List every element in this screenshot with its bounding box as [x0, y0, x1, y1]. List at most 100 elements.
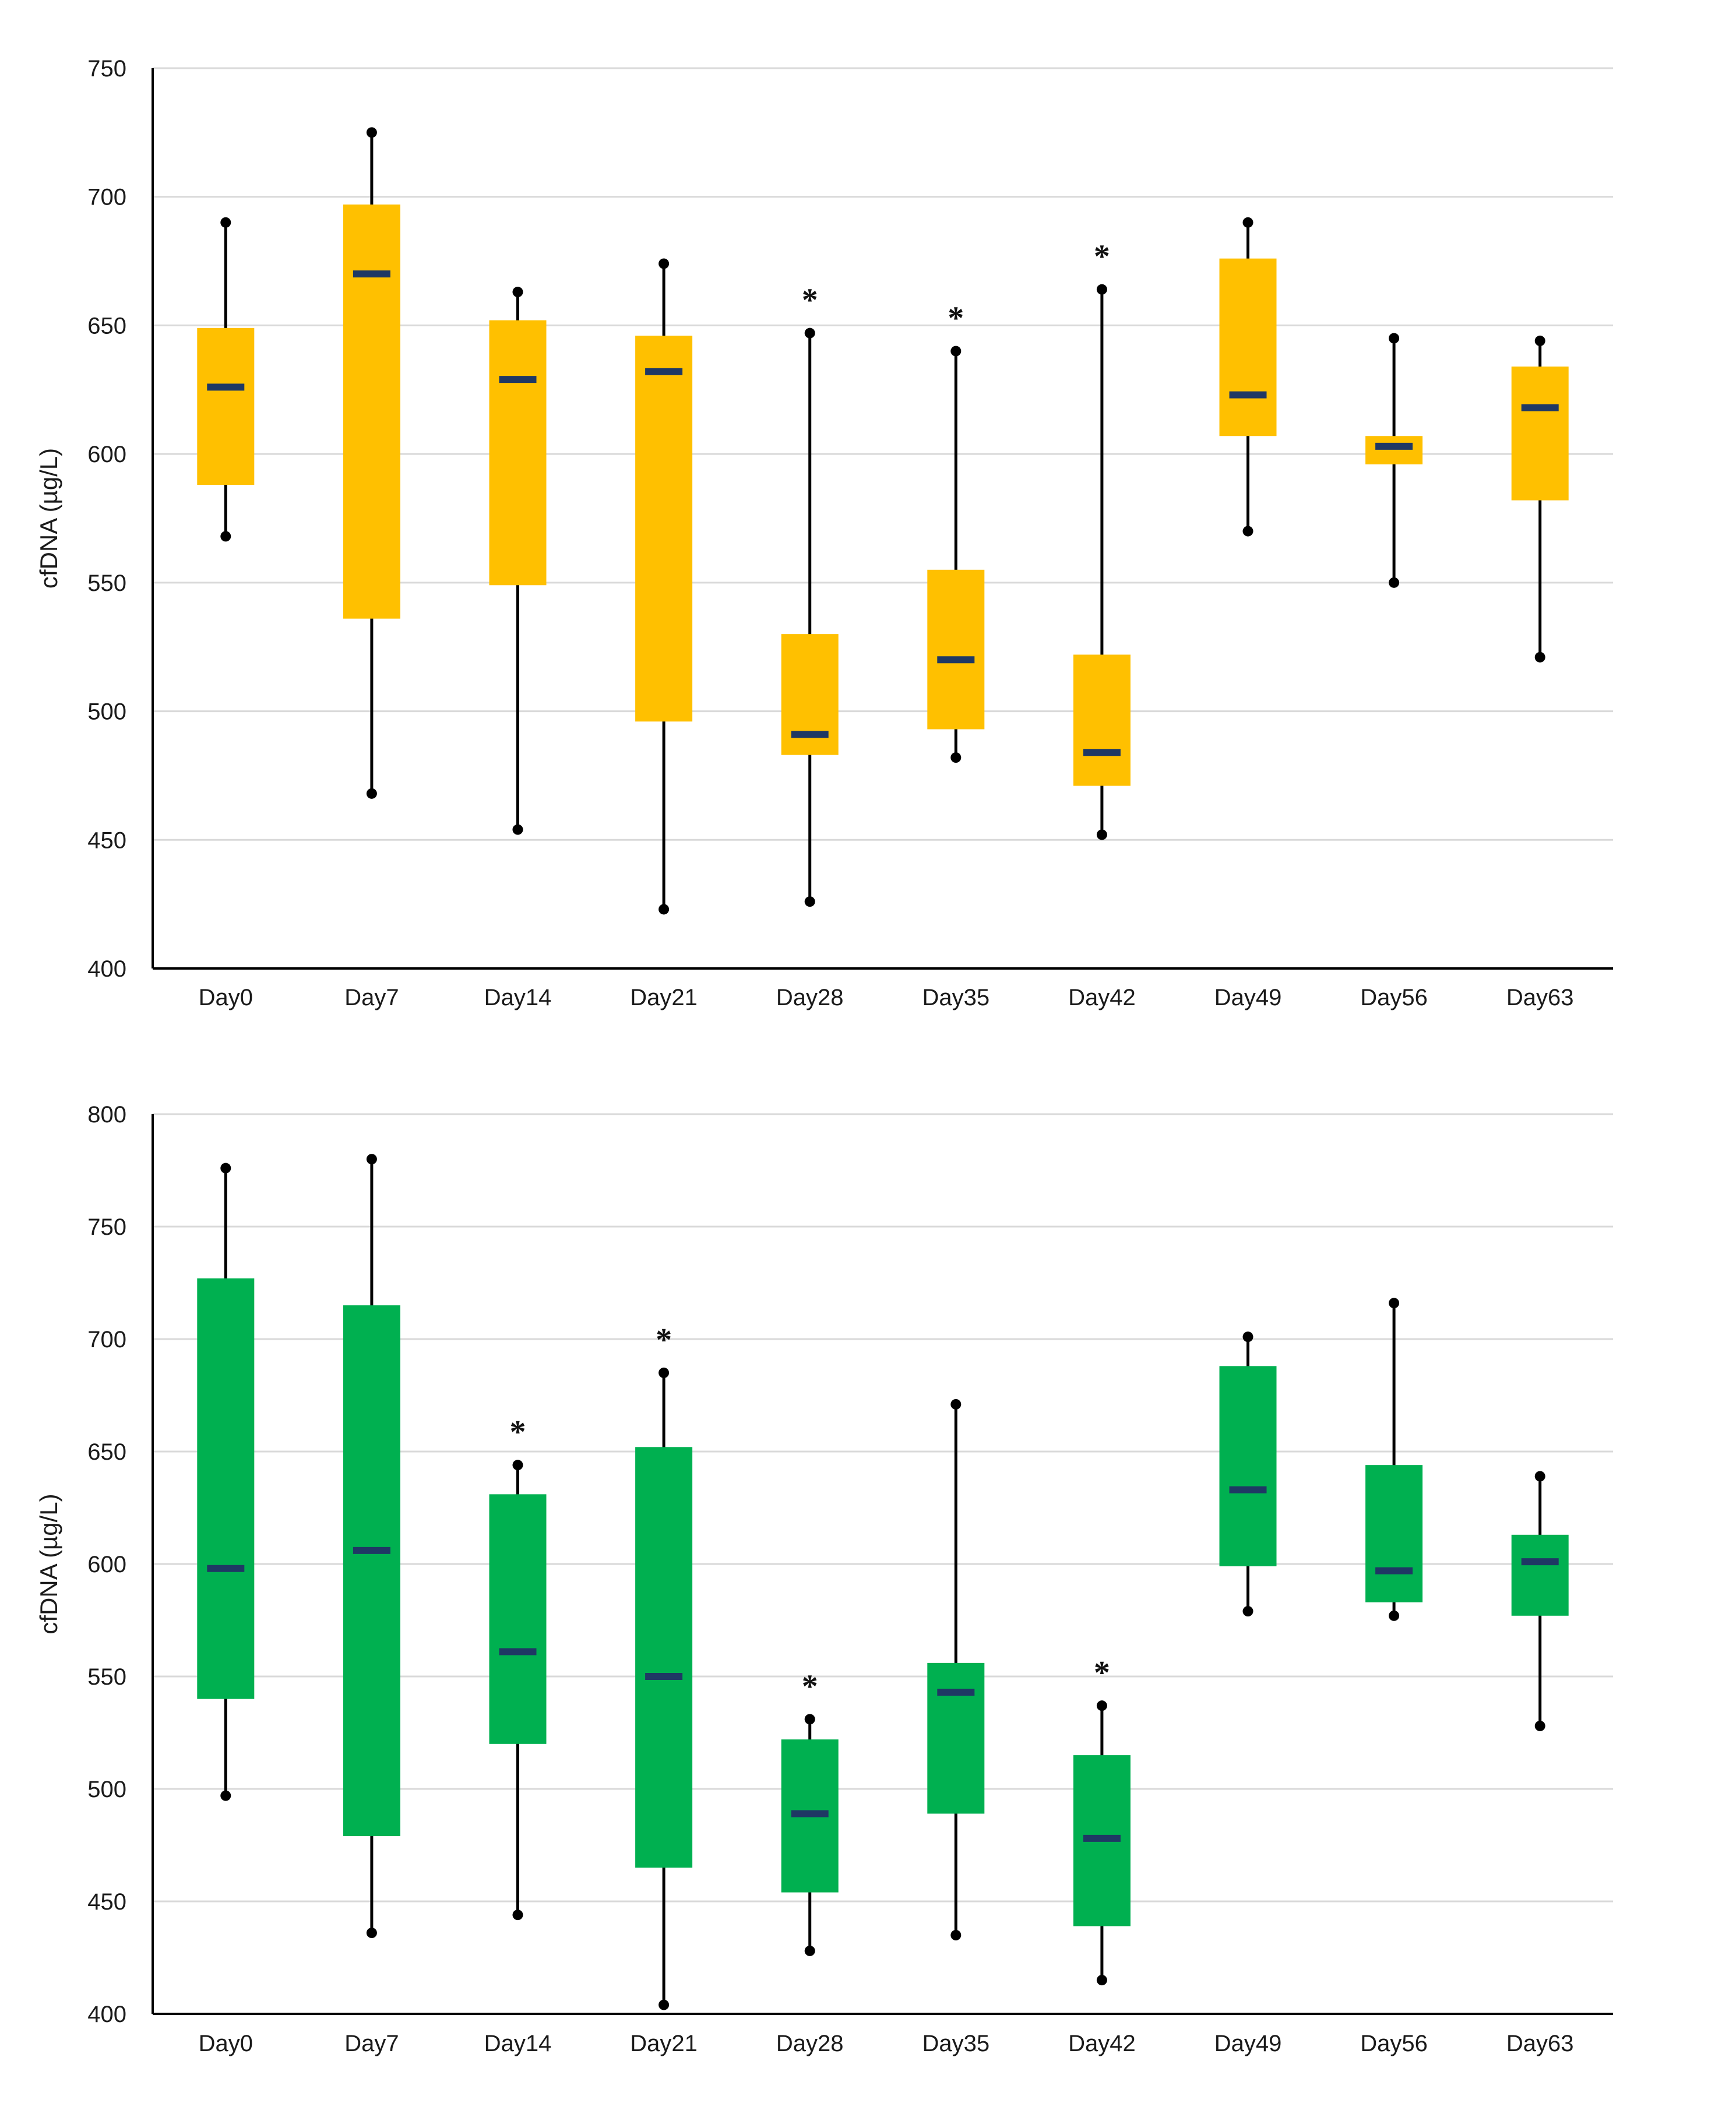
max-point [659, 1367, 670, 1378]
min-point [512, 824, 523, 835]
min-point [1242, 526, 1253, 537]
min-point [950, 1929, 962, 1940]
max-point [1534, 335, 1545, 346]
y-tick-label: 600 [87, 1552, 126, 1577]
min-point [659, 1999, 670, 2010]
max-point [220, 217, 231, 228]
iqr-box [1511, 1534, 1569, 1616]
max-point [1242, 1331, 1253, 1343]
significance-asterisk: * [802, 283, 818, 319]
box-day21 [635, 258, 693, 915]
y-tick-label: 400 [87, 956, 126, 982]
y-tick-label: 700 [87, 1327, 126, 1352]
iqr-box [343, 204, 400, 619]
min-point [659, 904, 670, 915]
iqr-box [489, 1494, 547, 1744]
max-point [1389, 1298, 1400, 1309]
y-tick-label: 400 [87, 2002, 126, 2027]
box-day7 [343, 127, 400, 799]
x-tick-label: Day14 [484, 985, 552, 1010]
x-tick-label: Day7 [344, 2031, 399, 2056]
box-day63 [1511, 335, 1569, 663]
x-tick-label: Day28 [776, 985, 844, 1010]
x-tick-label: Day63 [1506, 2031, 1574, 2056]
min-point [1389, 577, 1400, 588]
max-point [804, 327, 815, 339]
iqr-box [1365, 436, 1423, 464]
y-tick-label: 500 [87, 699, 126, 725]
chart-bottom-green: 400 450 500 550 600 650 700 750 800 cfDNA (µg/L) D… [35, 1102, 1613, 2056]
min-point [220, 531, 231, 542]
x-tick-label: Day21 [630, 2031, 698, 2056]
min-point [220, 1790, 231, 1801]
y-tick-label: 450 [87, 827, 126, 853]
y-tick-label: 750 [87, 56, 126, 82]
min-point [512, 1910, 523, 1921]
max-point [366, 127, 377, 138]
iqr-box [1365, 1465, 1423, 1602]
max-point [1242, 217, 1253, 228]
iqr-box [197, 1278, 255, 1699]
y-tick-label: 550 [87, 570, 126, 596]
y-tick-label: 650 [87, 313, 126, 339]
x-tick-label: Day7 [344, 985, 399, 1010]
box-day14: * [489, 1414, 547, 1921]
min-point [1096, 1975, 1107, 1986]
iqr-box [927, 569, 985, 730]
y-tick-label: 550 [87, 1664, 126, 1690]
significance-asterisk: * [510, 1414, 526, 1450]
significance-asterisk: * [656, 1322, 672, 1358]
max-point [1096, 284, 1107, 295]
max-point [804, 1714, 815, 1725]
min-point [950, 752, 962, 763]
iqr-box [197, 327, 255, 485]
min-point [1534, 1720, 1545, 1731]
max-point [512, 287, 523, 298]
box-day35 [927, 1399, 985, 1940]
max-point [1389, 333, 1400, 344]
iqr-box [927, 1662, 985, 1814]
min-point [366, 1928, 377, 1939]
iqr-box [1511, 367, 1569, 501]
x-tick-label: Day14 [484, 2031, 552, 2056]
x-tick-label: Day42 [1068, 2031, 1136, 2056]
max-point [512, 1460, 523, 1471]
box-day42: * [1073, 1655, 1131, 1986]
y-axis-title: cfDNA (µg/L) [35, 448, 62, 589]
box-day28: * [781, 1668, 839, 1956]
significance-asterisk: * [1094, 1655, 1110, 1691]
box-day21: * [635, 1322, 693, 2010]
box-day7 [343, 1154, 400, 1939]
y-tick-label: 700 [87, 185, 126, 210]
max-point [659, 258, 670, 269]
y-tick-label: 500 [87, 1777, 126, 1802]
min-point [1096, 829, 1107, 840]
box-day35: * [927, 301, 985, 763]
x-tick-label: Day42 [1068, 985, 1136, 1010]
x-tick-label: Day63 [1506, 985, 1574, 1010]
iqr-box [1219, 1366, 1277, 1566]
max-point [220, 1163, 231, 1174]
min-point [1242, 1606, 1253, 1617]
x-tick-label: Day0 [199, 985, 253, 1010]
x-tick-label: Day35 [922, 985, 990, 1010]
max-point [950, 346, 962, 357]
min-point [1534, 651, 1545, 663]
x-tick-label: Day56 [1360, 2031, 1428, 2056]
significance-asterisk: * [802, 1668, 818, 1704]
box-day56 [1365, 1298, 1423, 1621]
min-point [1389, 1610, 1400, 1621]
iqr-box [343, 1305, 400, 1837]
iqr-box [489, 320, 547, 586]
x-tick-label: Day28 [776, 2031, 844, 2056]
box-day42: * [1073, 239, 1131, 840]
significance-asterisk: * [1094, 239, 1110, 275]
max-point [1534, 1471, 1545, 1482]
y-tick-label: 650 [87, 1439, 126, 1465]
y-tick-label: 800 [87, 1102, 126, 1128]
chart-top-yellow: 400 450 500 550 600 650 700 750 cfDNA (µg/L) Day0… [35, 56, 1613, 1010]
significance-asterisk: * [948, 301, 964, 337]
iqr-box [1219, 258, 1277, 436]
x-tick-label: Day49 [1214, 985, 1282, 1010]
